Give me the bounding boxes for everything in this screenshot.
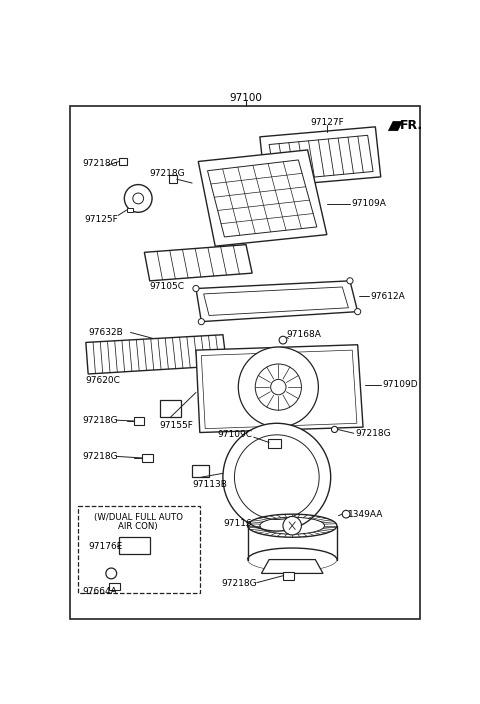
Bar — [192, 465, 209, 477]
Bar — [109, 583, 120, 589]
Polygon shape — [196, 345, 363, 432]
Bar — [78, 506, 200, 593]
Text: 97620C: 97620C — [86, 377, 120, 385]
Polygon shape — [269, 135, 373, 181]
Polygon shape — [196, 281, 358, 322]
Bar — [283, 572, 294, 579]
Text: 97155F: 97155F — [160, 421, 193, 430]
Text: 97218G: 97218G — [83, 452, 119, 461]
Circle shape — [255, 364, 301, 410]
Bar — [169, 175, 177, 183]
Bar — [142, 454, 153, 462]
Text: 97125F: 97125F — [84, 215, 118, 224]
Polygon shape — [86, 334, 227, 374]
Circle shape — [133, 193, 144, 204]
Text: FR.: FR. — [400, 119, 423, 132]
Polygon shape — [260, 127, 381, 187]
Bar — [267, 439, 281, 448]
Bar — [119, 537, 150, 554]
Circle shape — [223, 423, 331, 531]
Text: 97218G: 97218G — [83, 159, 119, 168]
Text: 97127F: 97127F — [310, 118, 344, 127]
Circle shape — [271, 379, 286, 395]
Polygon shape — [262, 560, 323, 574]
Text: AIR CON): AIR CON) — [119, 522, 158, 531]
Text: 97105C: 97105C — [150, 282, 185, 291]
Circle shape — [124, 184, 152, 213]
Polygon shape — [388, 122, 402, 131]
Polygon shape — [204, 287, 348, 315]
Text: 97168A: 97168A — [287, 330, 322, 339]
Text: 97218G: 97218G — [83, 415, 119, 425]
Circle shape — [347, 278, 353, 284]
Bar — [127, 208, 133, 213]
Text: 97109C: 97109C — [217, 430, 252, 439]
Circle shape — [106, 568, 117, 579]
Bar — [119, 158, 127, 165]
Polygon shape — [207, 160, 317, 237]
Text: 97109A: 97109A — [351, 199, 386, 208]
Circle shape — [342, 510, 350, 518]
Polygon shape — [201, 350, 357, 429]
Text: 97218G: 97218G — [355, 429, 391, 438]
Text: 97218G: 97218G — [150, 168, 185, 177]
Text: 1349AA: 1349AA — [348, 510, 383, 519]
Circle shape — [193, 285, 199, 291]
Circle shape — [234, 435, 319, 520]
Polygon shape — [198, 150, 327, 246]
Text: 97116: 97116 — [223, 519, 252, 528]
Circle shape — [283, 517, 301, 535]
Circle shape — [238, 347, 318, 427]
Bar — [160, 400, 181, 417]
Text: 97664A: 97664A — [83, 586, 117, 596]
Circle shape — [355, 308, 361, 315]
Bar — [134, 417, 144, 425]
Text: 97218G: 97218G — [221, 579, 257, 588]
Circle shape — [332, 427, 337, 432]
Text: (W/DUAL FULL AUTO: (W/DUAL FULL AUTO — [94, 513, 183, 522]
Text: 97109D: 97109D — [382, 380, 418, 389]
Text: 97176E: 97176E — [88, 542, 122, 551]
Text: 97612A: 97612A — [371, 291, 406, 301]
Text: 97113B: 97113B — [192, 480, 227, 489]
Circle shape — [198, 318, 204, 325]
Text: 97100: 97100 — [229, 94, 263, 103]
Polygon shape — [144, 244, 252, 281]
Text: 97632B: 97632B — [88, 328, 123, 337]
Circle shape — [279, 337, 287, 344]
